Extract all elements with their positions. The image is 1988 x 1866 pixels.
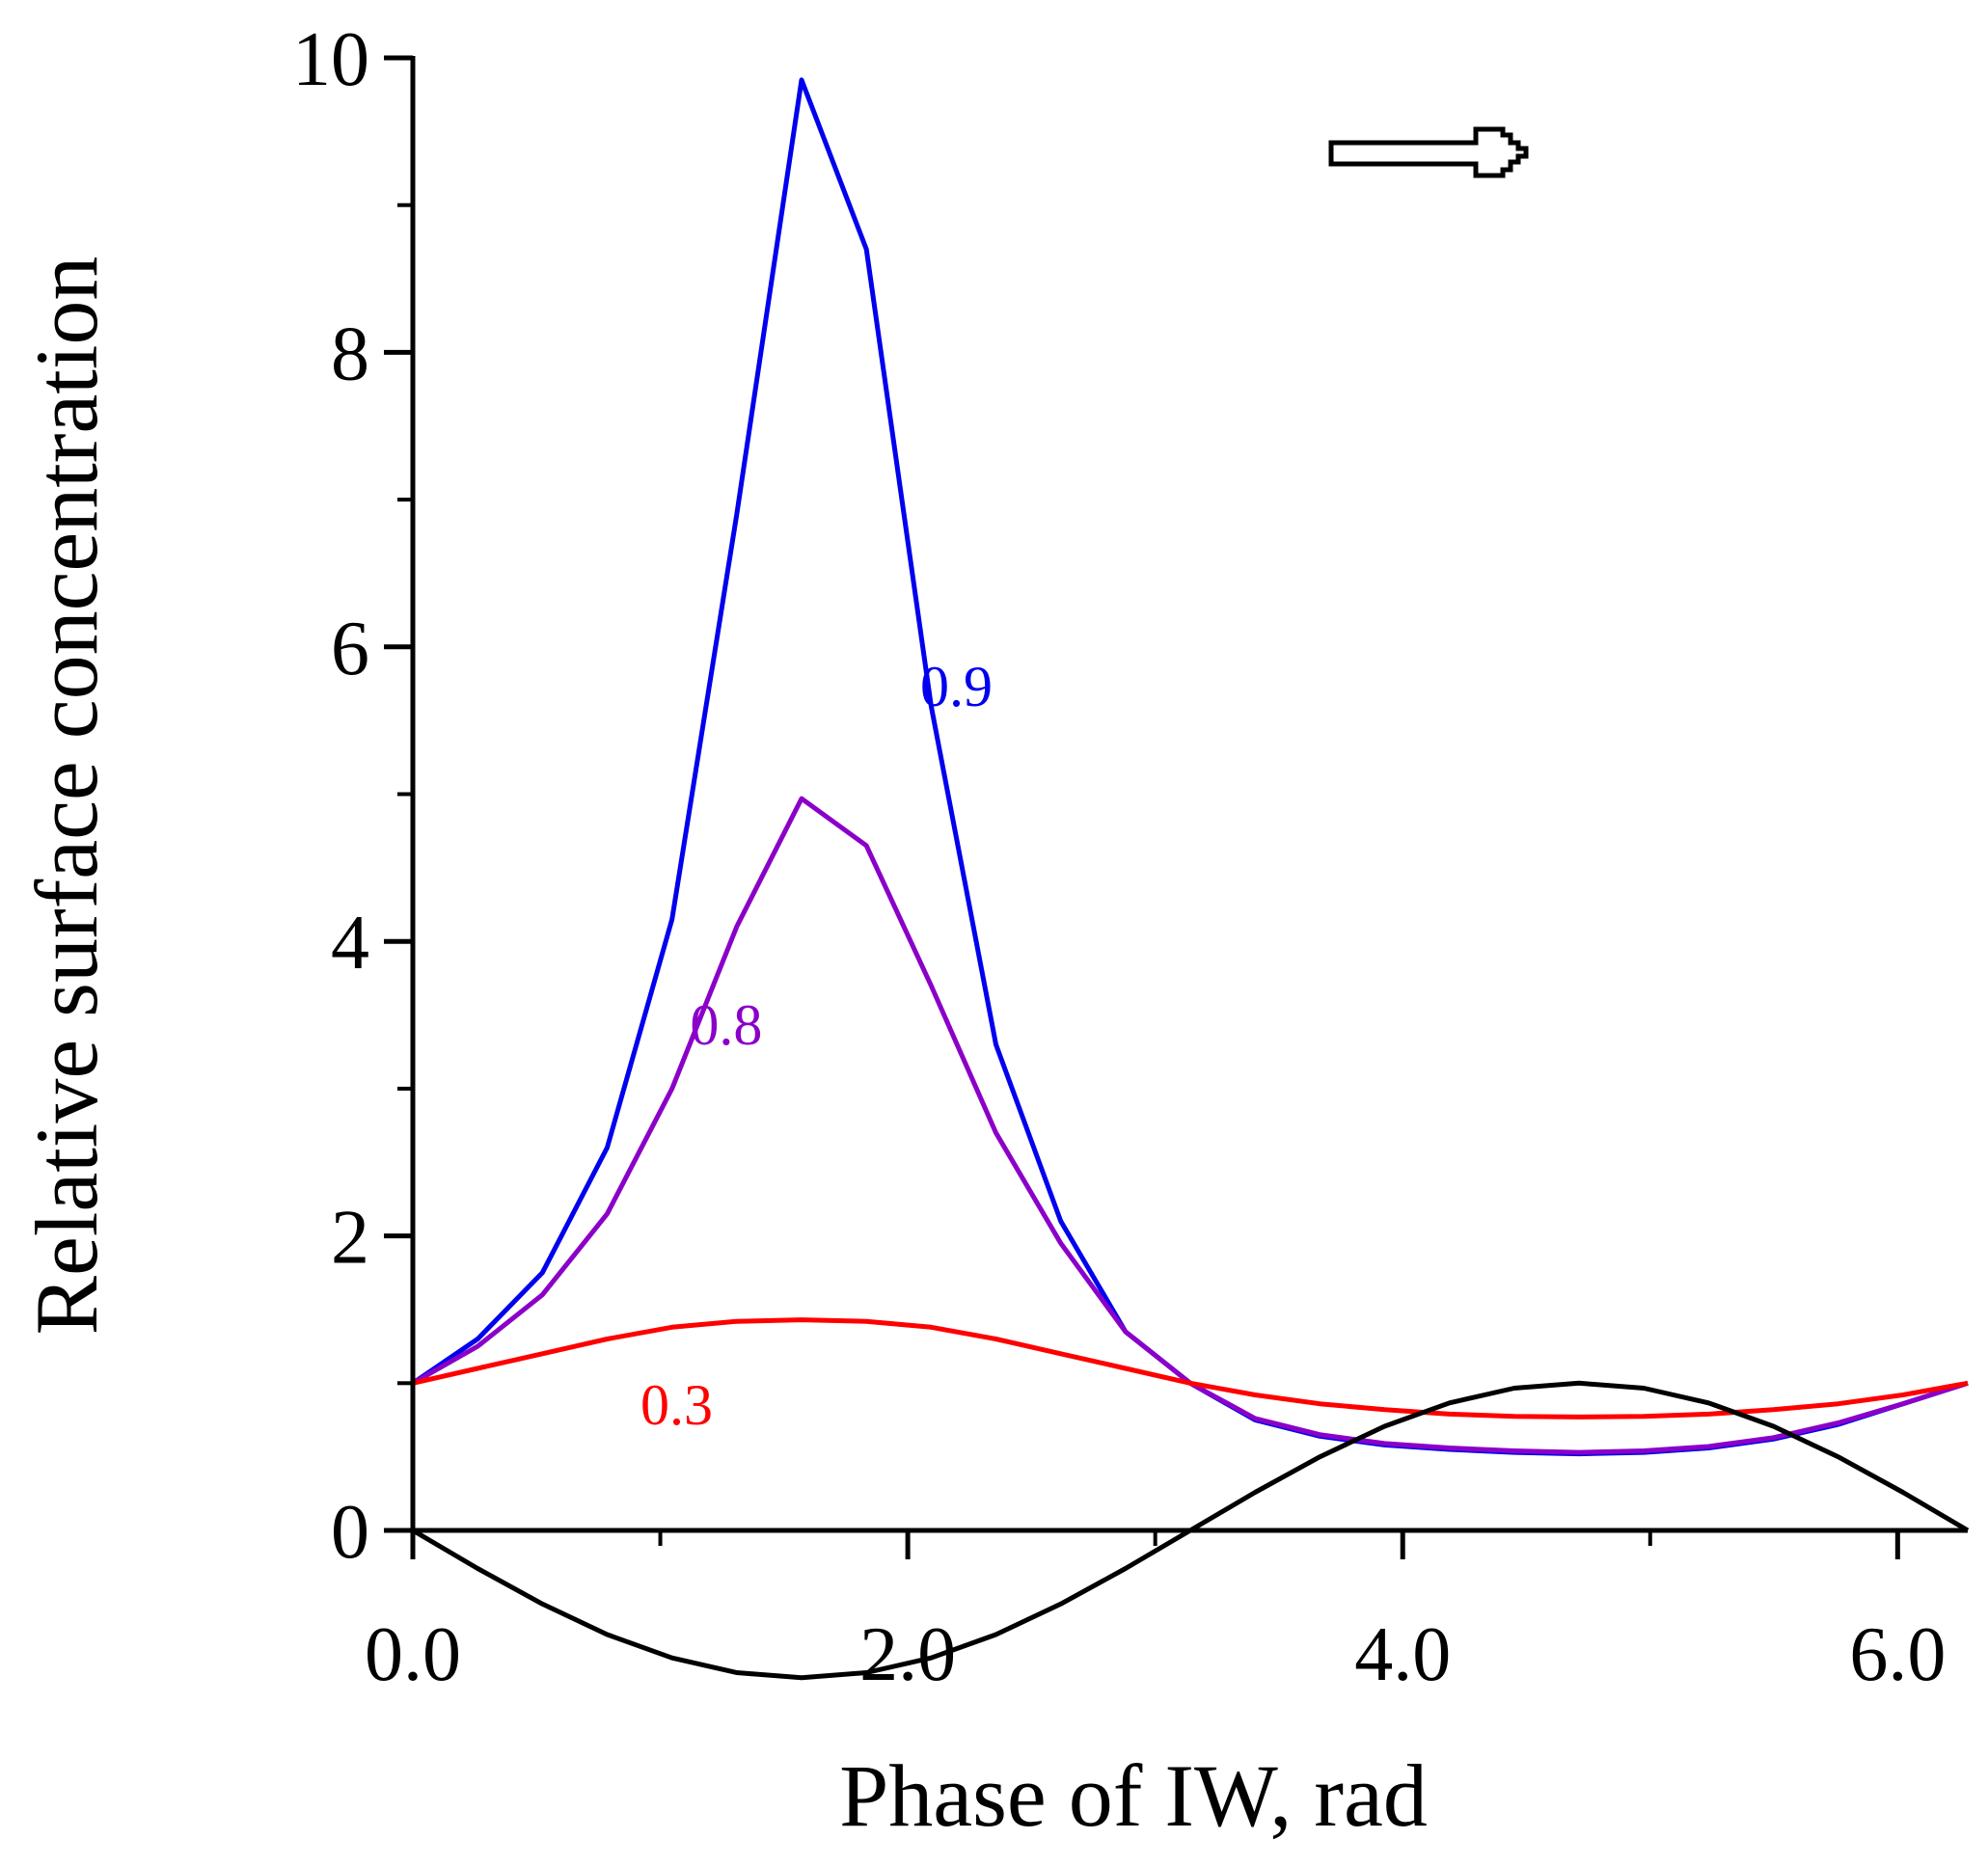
y-tick-label: 4 <box>331 901 369 986</box>
series-label-0-8: 0.8 <box>690 993 762 1057</box>
x-tick-label: 0.0 <box>365 1612 461 1697</box>
series-label-0-3: 0.3 <box>640 1373 713 1437</box>
series-labels: 0.9 0.8 0.3 <box>640 655 993 1437</box>
y-tick-label: 6 <box>331 607 369 691</box>
axes: 0 2 4 6 8 10 0.0 2.0 4.0 6.0 <box>292 17 1968 1697</box>
y-tick-label: 10 <box>292 17 369 102</box>
x-tick-label: 6.0 <box>1849 1612 1946 1697</box>
x-tick-label: 2.0 <box>859 1612 956 1697</box>
y-tick-label: 2 <box>331 1196 369 1281</box>
series-line-0-3 <box>412 1317 1969 1420</box>
y-axis-title: Relative surface concentration <box>17 257 116 1336</box>
propagation-direction-arrow-icon <box>1328 126 1529 178</box>
y-tick-label: 0 <box>331 1490 369 1575</box>
series-label-0-9: 0.9 <box>920 655 993 718</box>
x-tick-label: 4.0 <box>1354 1612 1451 1697</box>
y-tick-label: 8 <box>331 311 369 396</box>
plot-lines <box>411 77 1970 1681</box>
x-axis-title: Phase of IW, rad <box>839 1746 1428 1845</box>
series-line-0-9 <box>411 77 1969 1457</box>
series-line-0-8 <box>411 796 1969 1455</box>
